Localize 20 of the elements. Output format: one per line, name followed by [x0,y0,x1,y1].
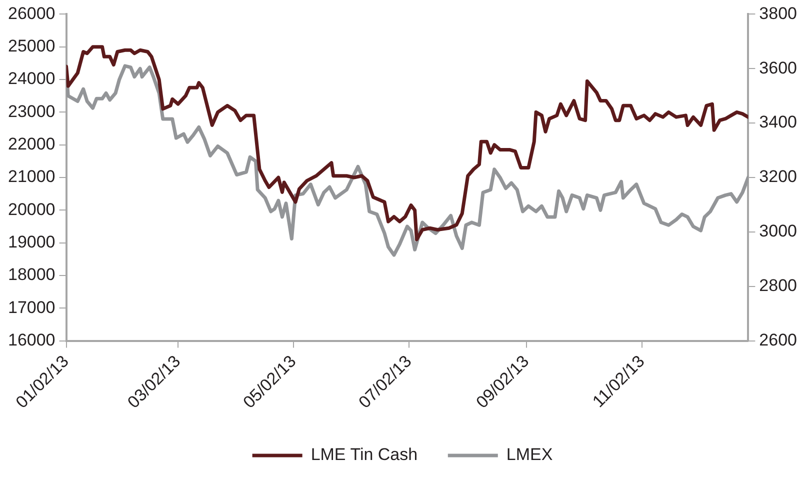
y2-tick-label: 3200 [759,167,798,186]
y-tick-label: 19000 [8,232,56,252]
y-tick-label: 24000 [8,69,56,88]
y-tick-label: 16000 [8,330,56,350]
legend-label: LME Tin Cash [310,445,418,464]
y-tick-label: 26000 [8,4,56,23]
y-tick-label: 23000 [8,102,56,121]
y-tick-label: 21000 [8,167,56,186]
y-tick-label: 20000 [8,200,56,219]
y2-tick-label: 3000 [759,222,798,241]
y-tick-label: 17000 [8,298,56,317]
legend-label: LMEX [506,445,553,464]
y2-tick-label: 3400 [759,112,798,132]
y2-tick-label: 2600 [759,330,798,350]
y2-tick-label: 3800 [759,4,798,23]
y-tick-label: 25000 [8,36,56,56]
y-tick-label: 22000 [8,134,56,154]
y-tick-label: 18000 [8,265,56,284]
y2-tick-label: 2800 [759,276,798,296]
y2-tick-label: 3600 [759,58,798,78]
